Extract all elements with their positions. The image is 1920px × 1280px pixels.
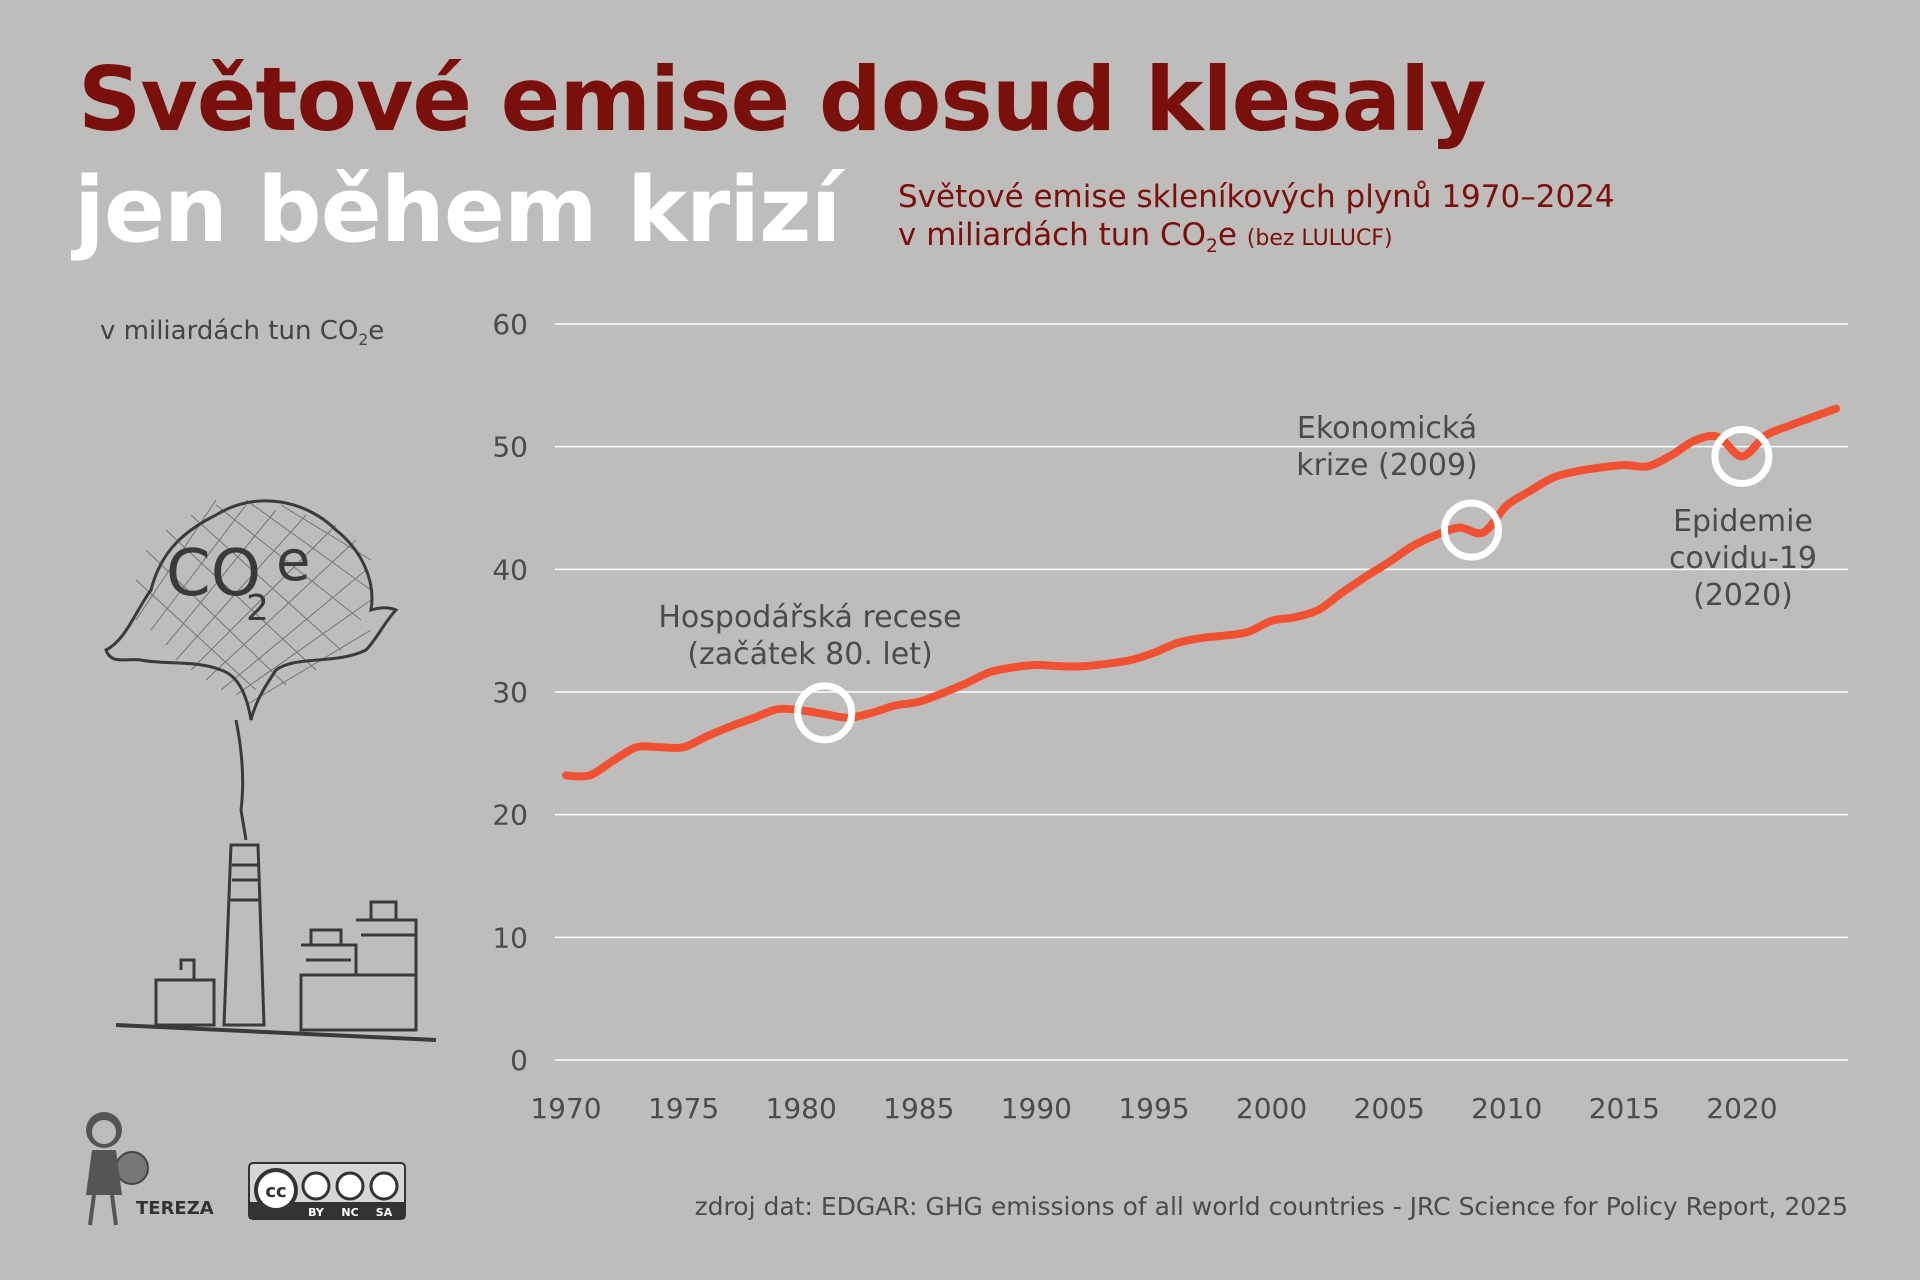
subtitle-line2: v miliardách tun CO2e (bez LULUCF) <box>898 216 1615 266</box>
crisis-annotation: krize (2009) <box>1296 448 1478 483</box>
subtitle-unit: v miliardách tun CO <box>898 217 1207 253</box>
crisis-marker <box>794 682 856 744</box>
y-tick-label: 10 <box>492 921 528 954</box>
crisis-annotation: (začátek 80. let) <box>687 637 932 672</box>
smoke-cloud <box>104 499 399 721</box>
x-tick-label: 2000 <box>1236 1092 1307 1125</box>
chart-title-line2: jen během krizí <box>74 158 841 263</box>
emissions-series-line <box>562 404 1840 781</box>
x-tick-label: 2020 <box>1706 1092 1777 1125</box>
svg-text:e: e <box>276 529 310 594</box>
y-tick-label: 60 <box>492 308 528 341</box>
y-tick-label: 50 <box>492 431 528 464</box>
chart-title: Světové emise dosud klesaly <box>78 48 1487 151</box>
x-tick-label: 1985 <box>883 1092 954 1125</box>
cc-sa-label: SA <box>376 1206 393 1219</box>
x-tick-label: 2015 <box>1589 1092 1660 1125</box>
crisis-annotation: Hospodářská recese <box>658 600 961 635</box>
x-tick-label: 1980 <box>766 1092 837 1125</box>
x-tick-label: 1975 <box>648 1092 719 1125</box>
x-tick-label: 1995 <box>1118 1092 1189 1125</box>
factory-smokestack-icon: CO 2 e <box>104 499 437 1042</box>
chart-subtitle: Světové emise skleníkových plynů 1970–20… <box>898 178 1615 266</box>
illustration-co2-text: CO <box>166 537 261 611</box>
cc-by-label: BY <box>308 1206 325 1219</box>
x-tick-label: 2005 <box>1354 1092 1425 1125</box>
crisis-annotation: Ekonomická <box>1297 411 1477 446</box>
subtitle-line1: Světové emise skleníkových plynů 1970–20… <box>898 179 1615 215</box>
svg-text:cc: cc <box>265 1181 286 1202</box>
x-tick-label: 1990 <box>1001 1092 1072 1125</box>
unit-label-sub: 2 <box>358 331 369 350</box>
crisis-annotation: Epidemie <box>1673 504 1813 539</box>
subtitle-note: (bez LULUCF) <box>1246 226 1393 251</box>
tereza-logo-icon <box>86 1112 149 1226</box>
cc-nc-label: NC <box>341 1206 358 1219</box>
cc-license-icon: cc BY NC SA <box>248 1162 406 1220</box>
tereza-logo-label: TEREZA <box>136 1198 214 1219</box>
data-source-note: zdroj dat: EDGAR: GHG emissions of all w… <box>694 1192 1848 1221</box>
y-tick-label: 40 <box>492 553 528 586</box>
x-tick-label: 2010 <box>1471 1092 1542 1125</box>
x-tick-label: 1970 <box>530 1092 601 1125</box>
y-tick-label: 0 <box>510 1044 528 1077</box>
y-tick-label: 20 <box>492 799 528 832</box>
crisis-annotation: (2020) <box>1693 578 1793 613</box>
svg-text:2: 2 <box>246 588 269 629</box>
crisis-marker <box>1440 499 1502 561</box>
y-tick-label: 30 <box>492 676 528 709</box>
subtitle-unit-end: e <box>1217 217 1237 253</box>
crisis-annotation: covidu-19 <box>1669 541 1817 576</box>
subtitle-unit-sub: 2 <box>1206 236 1218 258</box>
unit-label-end: e <box>368 316 385 346</box>
unit-label-text: v miliardách tun CO <box>100 316 359 346</box>
crisis-marker <box>1711 425 1773 487</box>
y-axis-unit-label: v miliardách tun CO2e <box>100 316 384 349</box>
